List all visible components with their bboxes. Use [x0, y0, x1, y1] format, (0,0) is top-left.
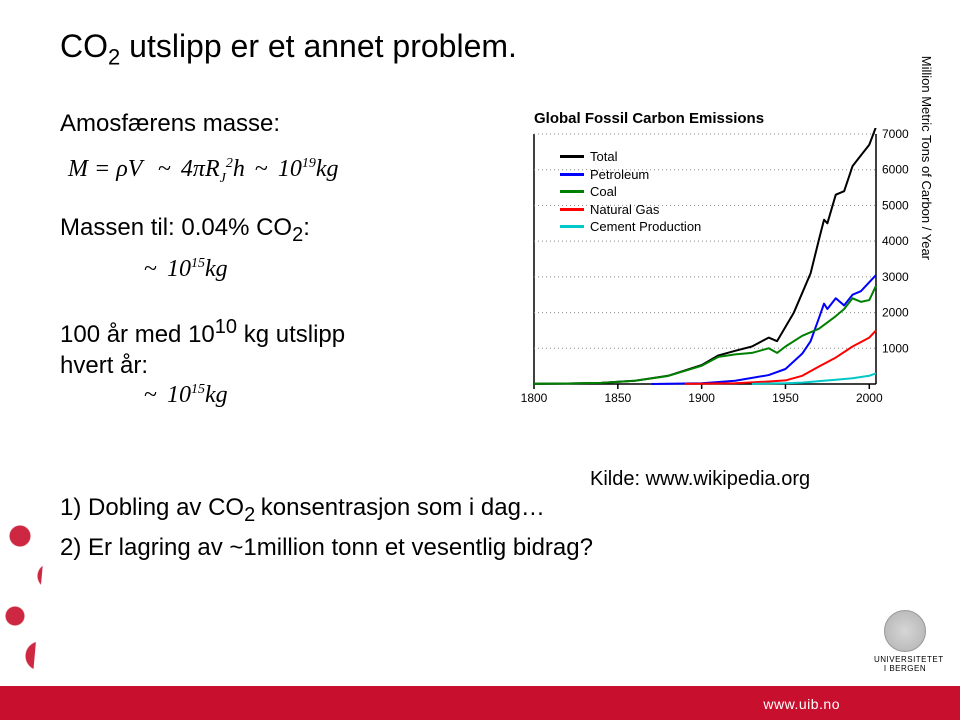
- svg-text:1850: 1850: [604, 391, 631, 405]
- svg-text:4000: 4000: [882, 234, 909, 248]
- bullet-2: 2) Er lagring av ~1million tonn et vesen…: [60, 530, 593, 566]
- svg-text:1900: 1900: [688, 391, 715, 405]
- legend-item: Total: [560, 148, 701, 166]
- chart-title: Global Fossil Carbon Emissions: [534, 110, 764, 127]
- legend-item: Cement Production: [560, 218, 701, 236]
- university-name: UNIVERSITETET I BERGEN: [874, 656, 936, 674]
- university-logo: UNIVERSITETET I BERGEN: [874, 610, 936, 674]
- legend-swatch: [560, 208, 584, 211]
- legend-swatch: [560, 155, 584, 158]
- svg-text:7000: 7000: [882, 128, 909, 141]
- svg-text:5000: 5000: [882, 198, 909, 212]
- emissions-formula: ~ 1015kg: [140, 382, 228, 409]
- slide: CO2 utslipp er et annet problem. Amosfær…: [0, 0, 960, 720]
- svg-text:3000: 3000: [882, 270, 909, 284]
- source-label: Kilde: www.wikipedia.org: [590, 468, 810, 491]
- svg-text:1950: 1950: [772, 391, 799, 405]
- bullet-list: 1) Dobling av CO2 konsentrasjon som i da…: [60, 490, 593, 566]
- atmos-mass-label: Amosfærens masse:: [60, 110, 280, 138]
- footer-bar: www.uib.no: [0, 686, 960, 720]
- svg-text:2000: 2000: [856, 391, 883, 405]
- svg-text:2000: 2000: [882, 306, 909, 320]
- footer-url: www.uib.no: [763, 696, 840, 712]
- legend-item: Coal: [560, 183, 701, 201]
- emissions-label: 100 år med 1010 kg utslipphvert år:: [60, 314, 345, 381]
- atmos-mass-formula: M = ρV ~ 4πRJ2h ~ 1019kg: [68, 156, 338, 187]
- legend-label: Total: [590, 148, 617, 166]
- svg-text:6000: 6000: [882, 163, 909, 177]
- legend-swatch: [560, 190, 584, 193]
- legend-label: Coal: [590, 183, 617, 201]
- legend-label: Cement Production: [590, 218, 701, 236]
- svg-text:1800: 1800: [521, 391, 548, 405]
- legend-label: Petroleum: [590, 166, 649, 184]
- seal-icon: [884, 610, 926, 652]
- co2-mass-label: Massen til: 0.04% CO2:: [60, 214, 310, 247]
- slide-title: CO2 utslipp er et annet problem.: [60, 28, 517, 70]
- legend-label: Natural Gas: [590, 201, 659, 219]
- svg-text:1000: 1000: [882, 341, 909, 355]
- legend-swatch: [560, 225, 584, 228]
- legend-item: Petroleum: [560, 166, 701, 184]
- legend-item: Natural Gas: [560, 201, 701, 219]
- chart-ylabel: Million Metric Tons of Carbon / Year: [919, 56, 934, 260]
- co2-mass-formula: ~ 1015kg: [140, 256, 228, 283]
- chart-legend: TotalPetroleumCoalNatural GasCement Prod…: [560, 148, 701, 236]
- legend-swatch: [560, 173, 584, 176]
- bullet-1: 1) Dobling av CO2 konsentrasjon som i da…: [60, 490, 593, 530]
